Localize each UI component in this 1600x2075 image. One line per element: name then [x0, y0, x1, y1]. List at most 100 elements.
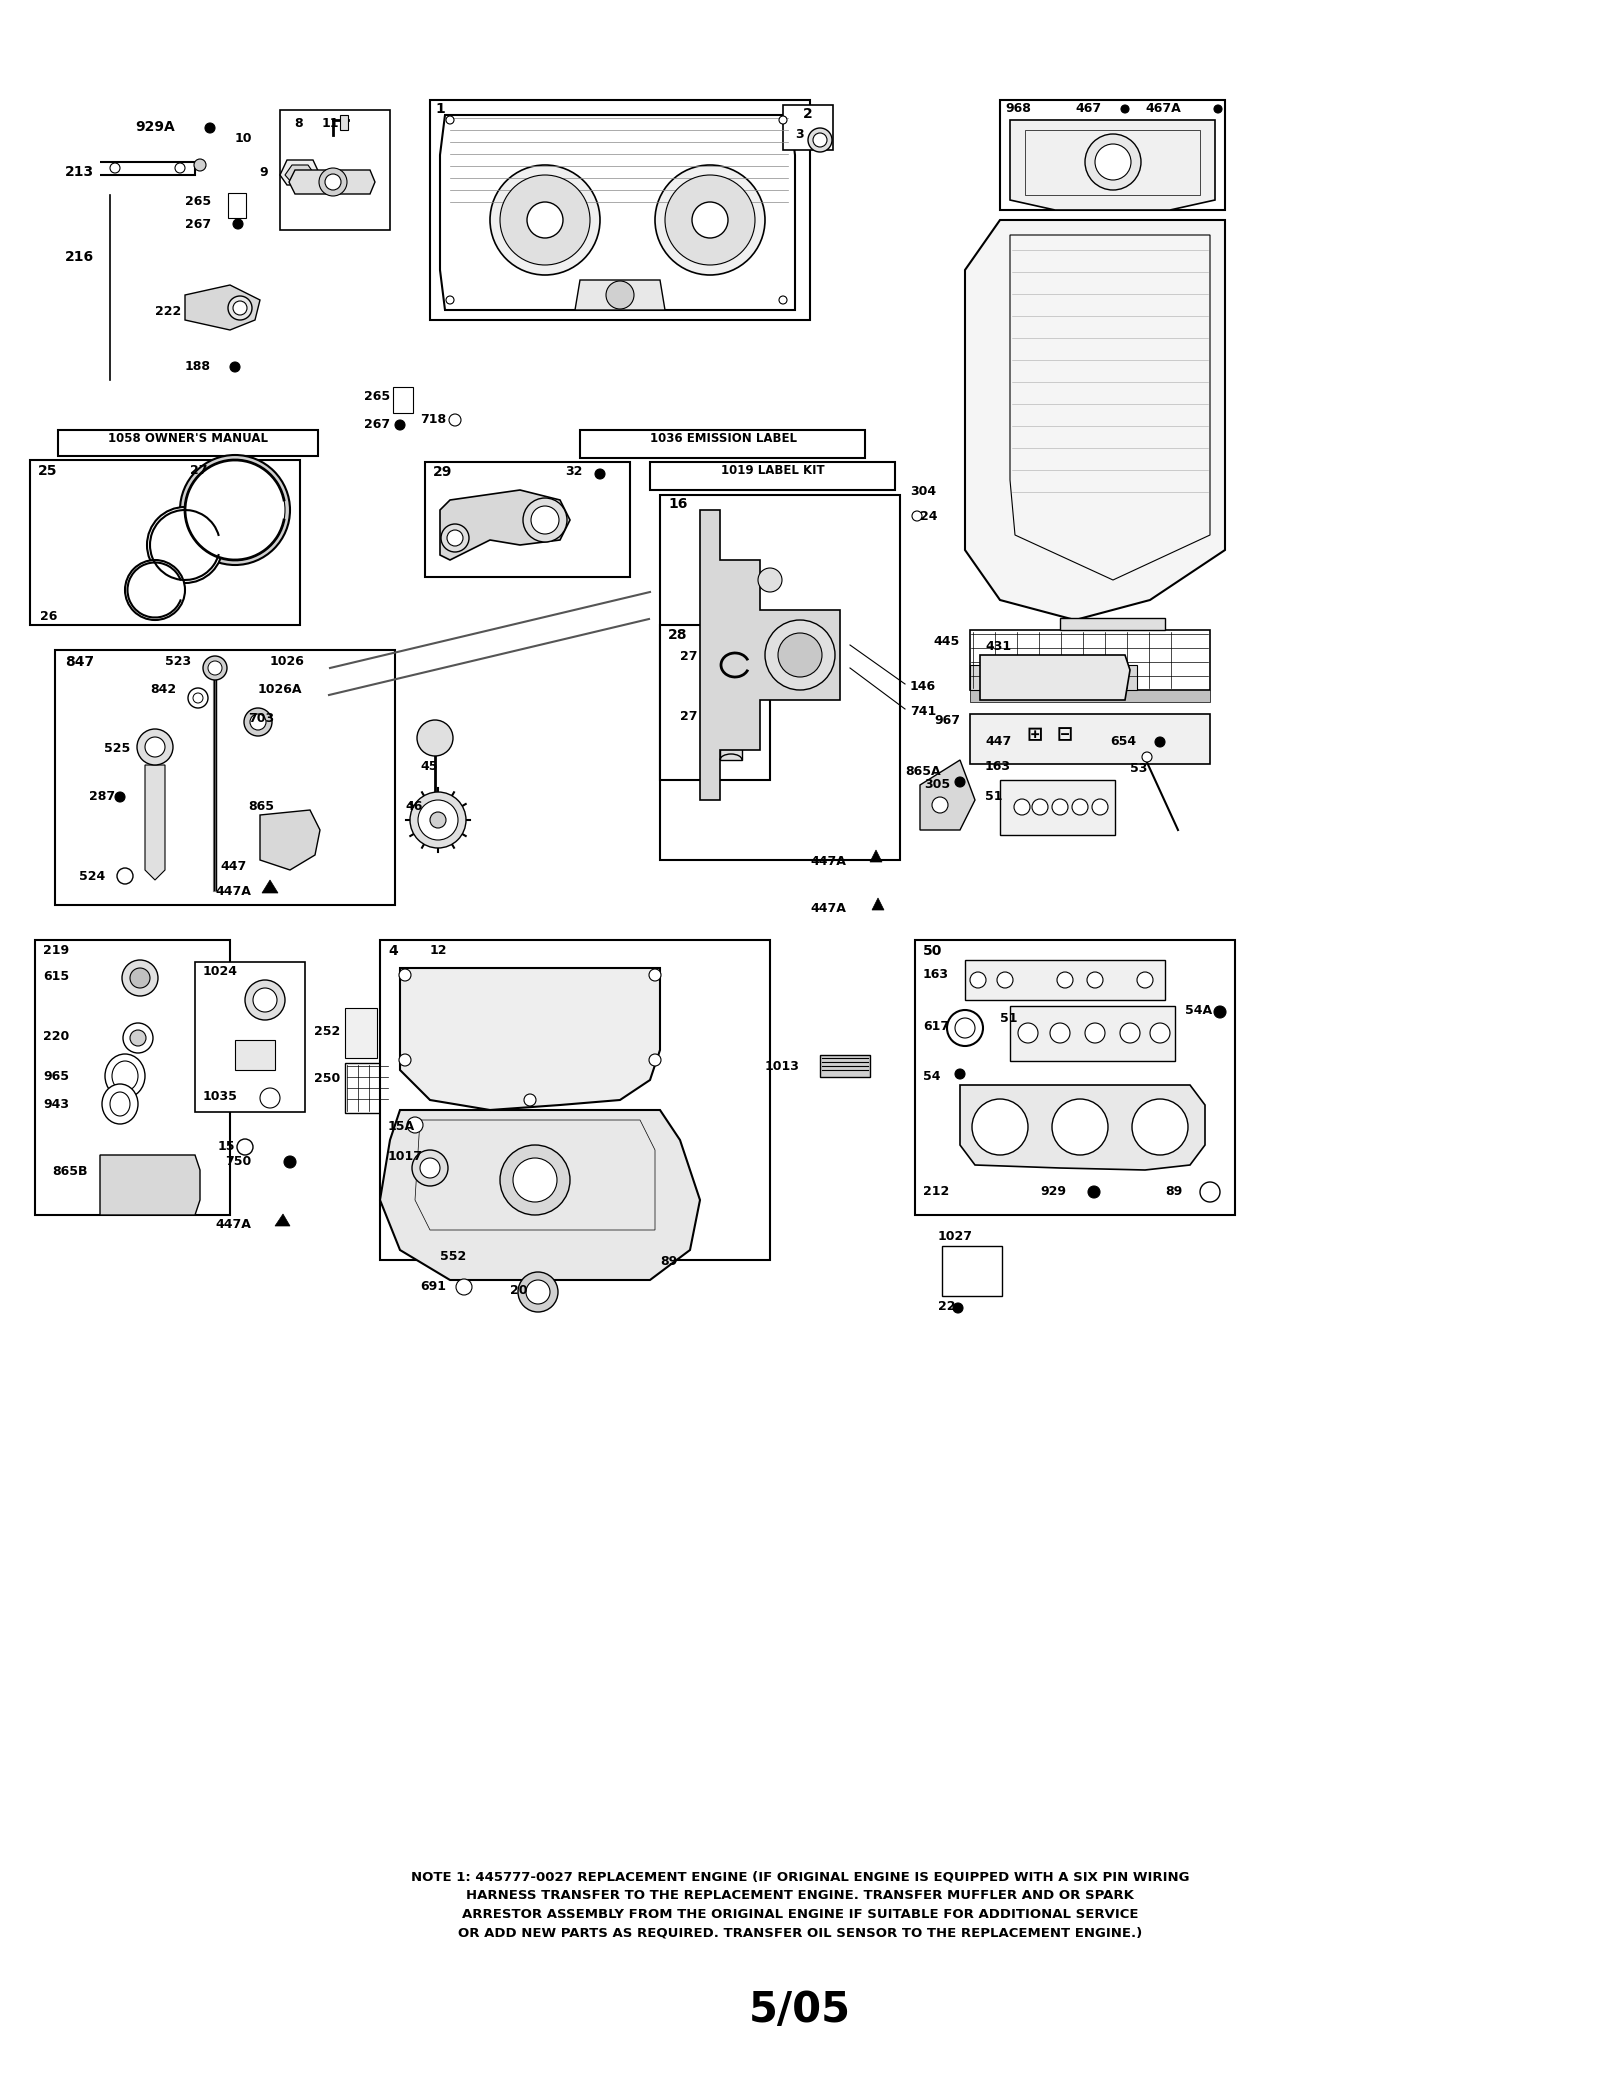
- Circle shape: [1085, 1023, 1106, 1044]
- Circle shape: [237, 1139, 253, 1156]
- Text: 617: 617: [923, 1021, 949, 1033]
- Circle shape: [997, 971, 1013, 988]
- Text: 26: 26: [40, 610, 58, 622]
- Polygon shape: [400, 969, 661, 1110]
- Circle shape: [285, 1156, 296, 1168]
- Text: 1019 LABEL KIT: 1019 LABEL KIT: [722, 465, 826, 477]
- Circle shape: [1014, 799, 1030, 815]
- Circle shape: [398, 969, 411, 981]
- Circle shape: [955, 1069, 965, 1079]
- Text: 447: 447: [221, 859, 246, 874]
- Text: 163: 163: [986, 759, 1011, 774]
- Text: 703: 703: [248, 712, 274, 724]
- Bar: [915, 940, 1235, 1216]
- Text: 447A: 447A: [214, 1218, 251, 1230]
- Circle shape: [531, 506, 558, 533]
- Text: 524: 524: [78, 869, 106, 884]
- Text: 750: 750: [226, 1156, 251, 1168]
- Bar: [579, 430, 866, 459]
- Text: 1035: 1035: [203, 1089, 238, 1104]
- Polygon shape: [1059, 618, 1165, 631]
- Text: 525: 525: [104, 743, 130, 755]
- Circle shape: [1050, 1023, 1070, 1044]
- Ellipse shape: [112, 1060, 138, 1091]
- Bar: [970, 714, 1210, 764]
- Polygon shape: [381, 1110, 701, 1280]
- Circle shape: [234, 301, 246, 315]
- Text: 89: 89: [661, 1255, 677, 1268]
- Text: 967: 967: [934, 714, 960, 726]
- Circle shape: [203, 656, 227, 681]
- Text: 718: 718: [419, 413, 446, 425]
- Bar: [235, 1040, 275, 1071]
- Bar: [942, 1245, 1002, 1297]
- Circle shape: [413, 1150, 448, 1187]
- Polygon shape: [965, 220, 1226, 620]
- Polygon shape: [574, 280, 666, 309]
- Text: 615: 615: [43, 969, 69, 984]
- Bar: [346, 1008, 378, 1058]
- Circle shape: [205, 122, 214, 133]
- Text: 163: 163: [923, 969, 949, 981]
- Text: 32: 32: [565, 465, 582, 477]
- Text: 445: 445: [934, 635, 960, 647]
- Circle shape: [117, 867, 133, 884]
- Text: 219: 219: [43, 944, 69, 957]
- Circle shape: [778, 633, 822, 676]
- Bar: [426, 463, 630, 577]
- Text: 467: 467: [1075, 102, 1101, 114]
- Polygon shape: [280, 160, 320, 185]
- Text: 250: 250: [314, 1073, 339, 1085]
- Circle shape: [245, 979, 285, 1021]
- Circle shape: [115, 793, 125, 803]
- Circle shape: [1018, 1023, 1038, 1044]
- Circle shape: [1072, 799, 1088, 815]
- Text: 15A: 15A: [387, 1120, 414, 1133]
- Text: 29: 29: [434, 465, 453, 479]
- Bar: [285, 114, 314, 137]
- Text: 27: 27: [190, 465, 208, 477]
- Circle shape: [125, 560, 186, 620]
- Text: 3: 3: [795, 129, 803, 141]
- Circle shape: [446, 529, 462, 546]
- Text: 220: 220: [43, 1029, 69, 1044]
- Text: 1058 OWNER'S MANUAL: 1058 OWNER'S MANUAL: [109, 432, 269, 444]
- Text: 847: 847: [66, 656, 94, 668]
- Circle shape: [973, 1100, 1027, 1156]
- Circle shape: [490, 166, 600, 276]
- Circle shape: [1094, 143, 1131, 181]
- Text: 222: 222: [155, 305, 181, 317]
- Text: 865B: 865B: [51, 1164, 88, 1179]
- Circle shape: [398, 1054, 411, 1067]
- Text: 447A: 447A: [810, 855, 846, 867]
- Bar: [58, 430, 318, 456]
- Circle shape: [1032, 799, 1048, 815]
- Circle shape: [194, 160, 206, 170]
- Bar: [661, 496, 899, 859]
- Circle shape: [499, 1145, 570, 1216]
- Circle shape: [174, 164, 186, 172]
- Circle shape: [1200, 1183, 1221, 1201]
- Text: 447A: 447A: [810, 903, 846, 915]
- Bar: [280, 110, 390, 230]
- Bar: [394, 388, 413, 413]
- Bar: [35, 940, 230, 1216]
- Text: 929: 929: [1040, 1185, 1066, 1197]
- Bar: [381, 940, 770, 1260]
- Bar: [970, 664, 982, 691]
- Circle shape: [123, 1023, 154, 1052]
- Circle shape: [650, 1054, 661, 1067]
- Text: 89: 89: [1165, 1185, 1182, 1197]
- Text: 267: 267: [186, 218, 211, 230]
- Bar: [720, 695, 742, 759]
- Circle shape: [395, 419, 405, 430]
- Text: ⊞  ⊟: ⊞ ⊟: [1027, 726, 1074, 745]
- Circle shape: [813, 133, 827, 147]
- Polygon shape: [960, 1085, 1205, 1170]
- Text: 842: 842: [150, 683, 176, 695]
- Ellipse shape: [106, 1054, 146, 1098]
- Circle shape: [955, 1019, 974, 1038]
- Circle shape: [1091, 799, 1107, 815]
- Bar: [1010, 1006, 1174, 1060]
- Polygon shape: [146, 766, 165, 880]
